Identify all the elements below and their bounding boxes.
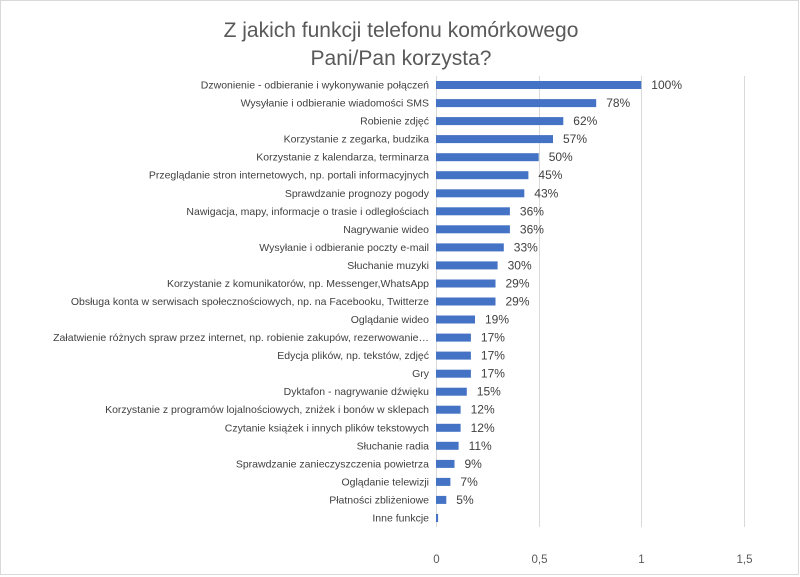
bar <box>436 135 553 144</box>
data-label: 11% <box>469 439 492 453</box>
bar <box>436 315 475 324</box>
x-tick-label: 1,5 <box>737 554 753 566</box>
category-label: Czytanie książek i innych plików tekstow… <box>225 422 429 434</box>
data-label: 9% <box>465 457 483 471</box>
category-label: Korzystanie z zegarka, budzika <box>284 134 429 146</box>
data-labels: 100% 78% 62% 57% 50% 45% 43% 36% 36% 33% 30% 29% 29%… <box>456 78 682 507</box>
data-label: 36% <box>520 222 544 236</box>
data-label: 57% <box>563 132 587 146</box>
bar <box>436 351 471 360</box>
data-label: 78% <box>606 96 630 110</box>
category-label: Korzystanie z komunikatorów, np. Messeng… <box>167 278 429 290</box>
data-label: 36% <box>520 204 544 218</box>
category-label: Wysyłanie i odbieranie wiadomości SMS <box>241 98 429 110</box>
data-label: 30% <box>508 258 532 272</box>
bar <box>436 243 504 252</box>
category-label: Gry <box>412 368 430 380</box>
category-label: Robienie zdjęć <box>360 116 429 128</box>
x-tick-label: 1 <box>638 554 644 566</box>
data-label: 12% <box>471 421 495 435</box>
data-label: 19% <box>485 313 509 327</box>
data-label: 5% <box>456 493 474 507</box>
x-axis-tick-labels: 0 0,5 1 1,5 <box>433 554 752 566</box>
bar <box>436 171 529 180</box>
chart-title-line-2: Pani/Pan korzysta? <box>311 47 492 70</box>
bar <box>436 225 510 234</box>
category-label: Słuchanie radia <box>357 440 430 452</box>
category-label: Dyktafon - nagrywanie dźwięku <box>284 386 429 398</box>
bar <box>436 441 459 450</box>
data-label: 29% <box>506 277 530 291</box>
data-label: 17% <box>481 331 505 345</box>
data-label: 100% <box>651 78 682 92</box>
bar <box>436 117 564 126</box>
data-label: 33% <box>514 240 538 254</box>
category-label: Nagrywanie wideo <box>343 224 429 236</box>
data-label: 62% <box>573 114 597 128</box>
chart-title-line-1: Z jakich funkcji telefonu komórkowego <box>224 19 579 42</box>
category-label: Przeglądanie stron internetowych, np. po… <box>149 170 429 182</box>
data-label: 7% <box>460 475 478 489</box>
category-label: Sprawdzanie zanieczyszczenia powietrza <box>236 458 429 470</box>
data-label: 15% <box>477 385 501 399</box>
bar <box>436 495 447 504</box>
category-label: Sprawdzanie prognozy pogody <box>285 188 430 200</box>
bar <box>436 369 471 378</box>
category-label: Inne funkcje <box>372 513 429 525</box>
category-label: Załatwienie różnych spraw przez internet… <box>53 332 429 344</box>
category-label: Obsługa konta w serwisach społecznościow… <box>71 296 429 308</box>
category-labels: Dzwonienie - odbieranie i wykonywanie po… <box>53 80 430 525</box>
bar <box>436 514 439 522</box>
data-label: 17% <box>481 349 505 363</box>
category-label: Płatności zbliżeniowe <box>329 494 429 506</box>
category-label: Korzystanie z kalendarza, terminarza <box>256 152 429 164</box>
data-label: 12% <box>471 403 495 417</box>
category-label: Oglądanie telewizji <box>341 476 429 488</box>
category-label: Oglądanie wideo <box>351 314 429 326</box>
x-tick-label: 0 <box>433 554 439 566</box>
bar <box>436 153 539 162</box>
category-label: Wysyłanie i odbieranie poczty e-mail <box>259 242 429 254</box>
bars <box>436 81 642 522</box>
bar <box>436 261 498 270</box>
data-label: 50% <box>549 150 573 164</box>
category-label: Dzwonienie - odbieranie i wykonywanie po… <box>201 80 429 92</box>
data-label: 17% <box>481 367 505 381</box>
bar <box>436 297 496 306</box>
category-label: Korzystanie z programów lojalnościowych,… <box>105 404 429 416</box>
category-label: Nawigacja, mapy, informacje o trasie i o… <box>186 206 429 218</box>
bar <box>436 405 461 414</box>
bar <box>436 477 451 486</box>
data-label: 43% <box>534 186 558 200</box>
bar <box>436 81 642 89</box>
bar <box>436 387 467 396</box>
data-label: 45% <box>538 168 562 182</box>
category-label: Edycja plików, np. tekstów, zdjęć <box>277 350 429 362</box>
bar <box>436 459 455 468</box>
bar <box>436 423 461 432</box>
bar <box>436 279 496 288</box>
data-label: 29% <box>506 295 530 309</box>
bar <box>436 99 597 108</box>
bar <box>436 207 510 216</box>
bar <box>436 189 525 198</box>
bar <box>436 333 471 342</box>
x-tick-label: 0,5 <box>532 554 548 566</box>
category-label: Słuchanie muzyki <box>347 260 429 272</box>
